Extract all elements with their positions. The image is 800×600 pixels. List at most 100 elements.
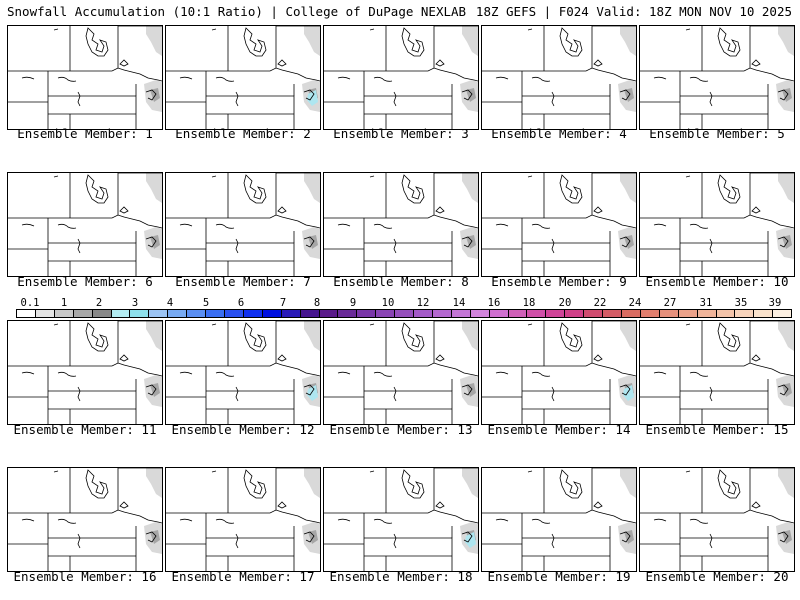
ensemble-member-caption: Ensemble Member: 16 bbox=[13, 569, 157, 584]
scale-label: 7 bbox=[279, 297, 287, 309]
ensemble-panel-18 bbox=[323, 467, 479, 572]
scale-swatch bbox=[754, 310, 774, 317]
snowfall-map-icon bbox=[640, 468, 794, 571]
ensemble-member-caption: Ensemble Member: 8 bbox=[333, 274, 469, 289]
snowfall-map-icon bbox=[482, 468, 636, 571]
scale-swatch bbox=[432, 310, 452, 317]
scale-swatch bbox=[376, 310, 396, 317]
ensemble-member-caption: Ensemble Member: 3 bbox=[333, 126, 469, 141]
scale-label: 27 bbox=[663, 297, 677, 309]
snowfall-map-icon bbox=[8, 321, 162, 424]
scale-swatch bbox=[527, 310, 547, 317]
snowfall-map-icon bbox=[640, 26, 794, 129]
ensemble-member-caption: Ensemble Member: 19 bbox=[487, 569, 631, 584]
scale-label: 0.1 bbox=[20, 297, 40, 309]
scale-swatch bbox=[659, 310, 679, 317]
ensemble-member-caption: Ensemble Member: 17 bbox=[171, 569, 315, 584]
ensemble-panel-17 bbox=[165, 467, 321, 572]
scale-swatch bbox=[187, 310, 207, 317]
snowfall-color-scale: 0.1 1 2 3 4 5 6 7 8 9 10 12 14 16 18 20 22 24 27 31 35 39 bbox=[7, 297, 793, 321]
scale-swatch bbox=[92, 310, 112, 317]
scale-label: 2 bbox=[95, 297, 103, 309]
scale-swatch bbox=[395, 310, 415, 317]
scale-label: 9 bbox=[349, 297, 357, 309]
ensemble-panel-6 bbox=[7, 172, 163, 277]
map-title: Snowfall Accumulation (10:1 Ratio) | Col… bbox=[7, 4, 467, 19]
scale-swatch bbox=[546, 310, 566, 317]
ensemble-panel-7 bbox=[165, 172, 321, 277]
ensemble-member-caption: Ensemble Member: 18 bbox=[329, 569, 473, 584]
scale-label: 4 bbox=[166, 297, 174, 309]
scale-swatch bbox=[17, 310, 36, 317]
scale-label: 18 bbox=[522, 297, 536, 309]
scale-label: 16 bbox=[487, 297, 501, 309]
scale-swatch bbox=[716, 310, 736, 317]
snowfall-map-icon bbox=[8, 173, 162, 276]
scale-label: 35 bbox=[734, 297, 748, 309]
snowfall-map-icon bbox=[324, 468, 478, 571]
scale-swatch bbox=[73, 310, 93, 317]
scale-swatch bbox=[603, 310, 622, 317]
scale-swatch bbox=[735, 310, 755, 317]
ensemble-member-caption: Ensemble Member: 5 bbox=[649, 126, 785, 141]
ensemble-panel-12 bbox=[165, 320, 321, 425]
scale-swatch bbox=[338, 310, 358, 317]
scale-label: 12 bbox=[416, 297, 430, 309]
scale-label: 1 bbox=[60, 297, 68, 309]
scale-swatch bbox=[300, 310, 320, 317]
ensemble-panel-2 bbox=[165, 25, 321, 130]
scale-swatch bbox=[508, 310, 528, 317]
scale-swatch bbox=[584, 310, 604, 317]
scale-swatch bbox=[640, 310, 660, 317]
scale-swatch bbox=[281, 310, 301, 317]
ensemble-member-caption: Ensemble Member: 20 bbox=[645, 569, 789, 584]
scale-swatch bbox=[773, 310, 792, 317]
snowfall-map-icon bbox=[482, 26, 636, 129]
ensemble-panel-9 bbox=[481, 172, 637, 277]
scale-swatch bbox=[678, 310, 698, 317]
ensemble-panel-14 bbox=[481, 320, 637, 425]
scale-swatch bbox=[319, 310, 339, 317]
scale-label: 5 bbox=[202, 297, 210, 309]
ensemble-panel-3 bbox=[323, 25, 479, 130]
ensemble-member-caption: Ensemble Member: 1 bbox=[17, 126, 153, 141]
ensemble-panel-10 bbox=[639, 172, 795, 277]
scale-swatch bbox=[357, 310, 377, 317]
ensemble-member-caption: Ensemble Member: 6 bbox=[17, 274, 153, 289]
snowfall-map-icon bbox=[324, 321, 478, 424]
scale-color-bar bbox=[16, 309, 792, 318]
scale-swatch bbox=[262, 310, 282, 317]
scale-swatch bbox=[206, 310, 225, 317]
ensemble-panel-20 bbox=[639, 467, 795, 572]
ensemble-panel-5 bbox=[639, 25, 795, 130]
scale-swatch bbox=[224, 310, 244, 317]
snowfall-map-icon bbox=[482, 173, 636, 276]
ensemble-panel-13 bbox=[323, 320, 479, 425]
snowfall-map-icon bbox=[166, 173, 320, 276]
scale-swatch bbox=[130, 310, 150, 317]
snowfall-map-icon bbox=[324, 173, 478, 276]
scale-swatch bbox=[489, 310, 509, 317]
snowfall-map-icon bbox=[640, 173, 794, 276]
ensemble-member-caption: Ensemble Member: 7 bbox=[175, 274, 311, 289]
scale-swatch bbox=[111, 310, 131, 317]
ensemble-member-caption: Ensemble Member: 13 bbox=[329, 422, 473, 437]
ensemble-panel-16 bbox=[7, 467, 163, 572]
scale-label: 20 bbox=[558, 297, 572, 309]
ensemble-member-caption: Ensemble Member: 9 bbox=[491, 274, 627, 289]
scale-label: 22 bbox=[593, 297, 607, 309]
ensemble-member-caption: Ensemble Member: 4 bbox=[491, 126, 627, 141]
snowfall-map-icon bbox=[166, 321, 320, 424]
scale-label: 24 bbox=[628, 297, 642, 309]
scale-swatch bbox=[168, 310, 188, 317]
ensemble-member-caption: Ensemble Member: 2 bbox=[175, 126, 311, 141]
scale-label: 6 bbox=[237, 297, 245, 309]
ensemble-panel-8 bbox=[323, 172, 479, 277]
scale-label: 8 bbox=[313, 297, 321, 309]
run-valid-time: 18Z GEFS | F024 Valid: 18Z MON NOV 10 20… bbox=[475, 4, 792, 19]
scale-swatch bbox=[35, 310, 55, 317]
ensemble-member-caption: Ensemble Member: 14 bbox=[487, 422, 631, 437]
ensemble-member-caption: Ensemble Member: 12 bbox=[171, 422, 315, 437]
scale-swatch bbox=[622, 310, 641, 317]
scale-swatch bbox=[470, 310, 490, 317]
